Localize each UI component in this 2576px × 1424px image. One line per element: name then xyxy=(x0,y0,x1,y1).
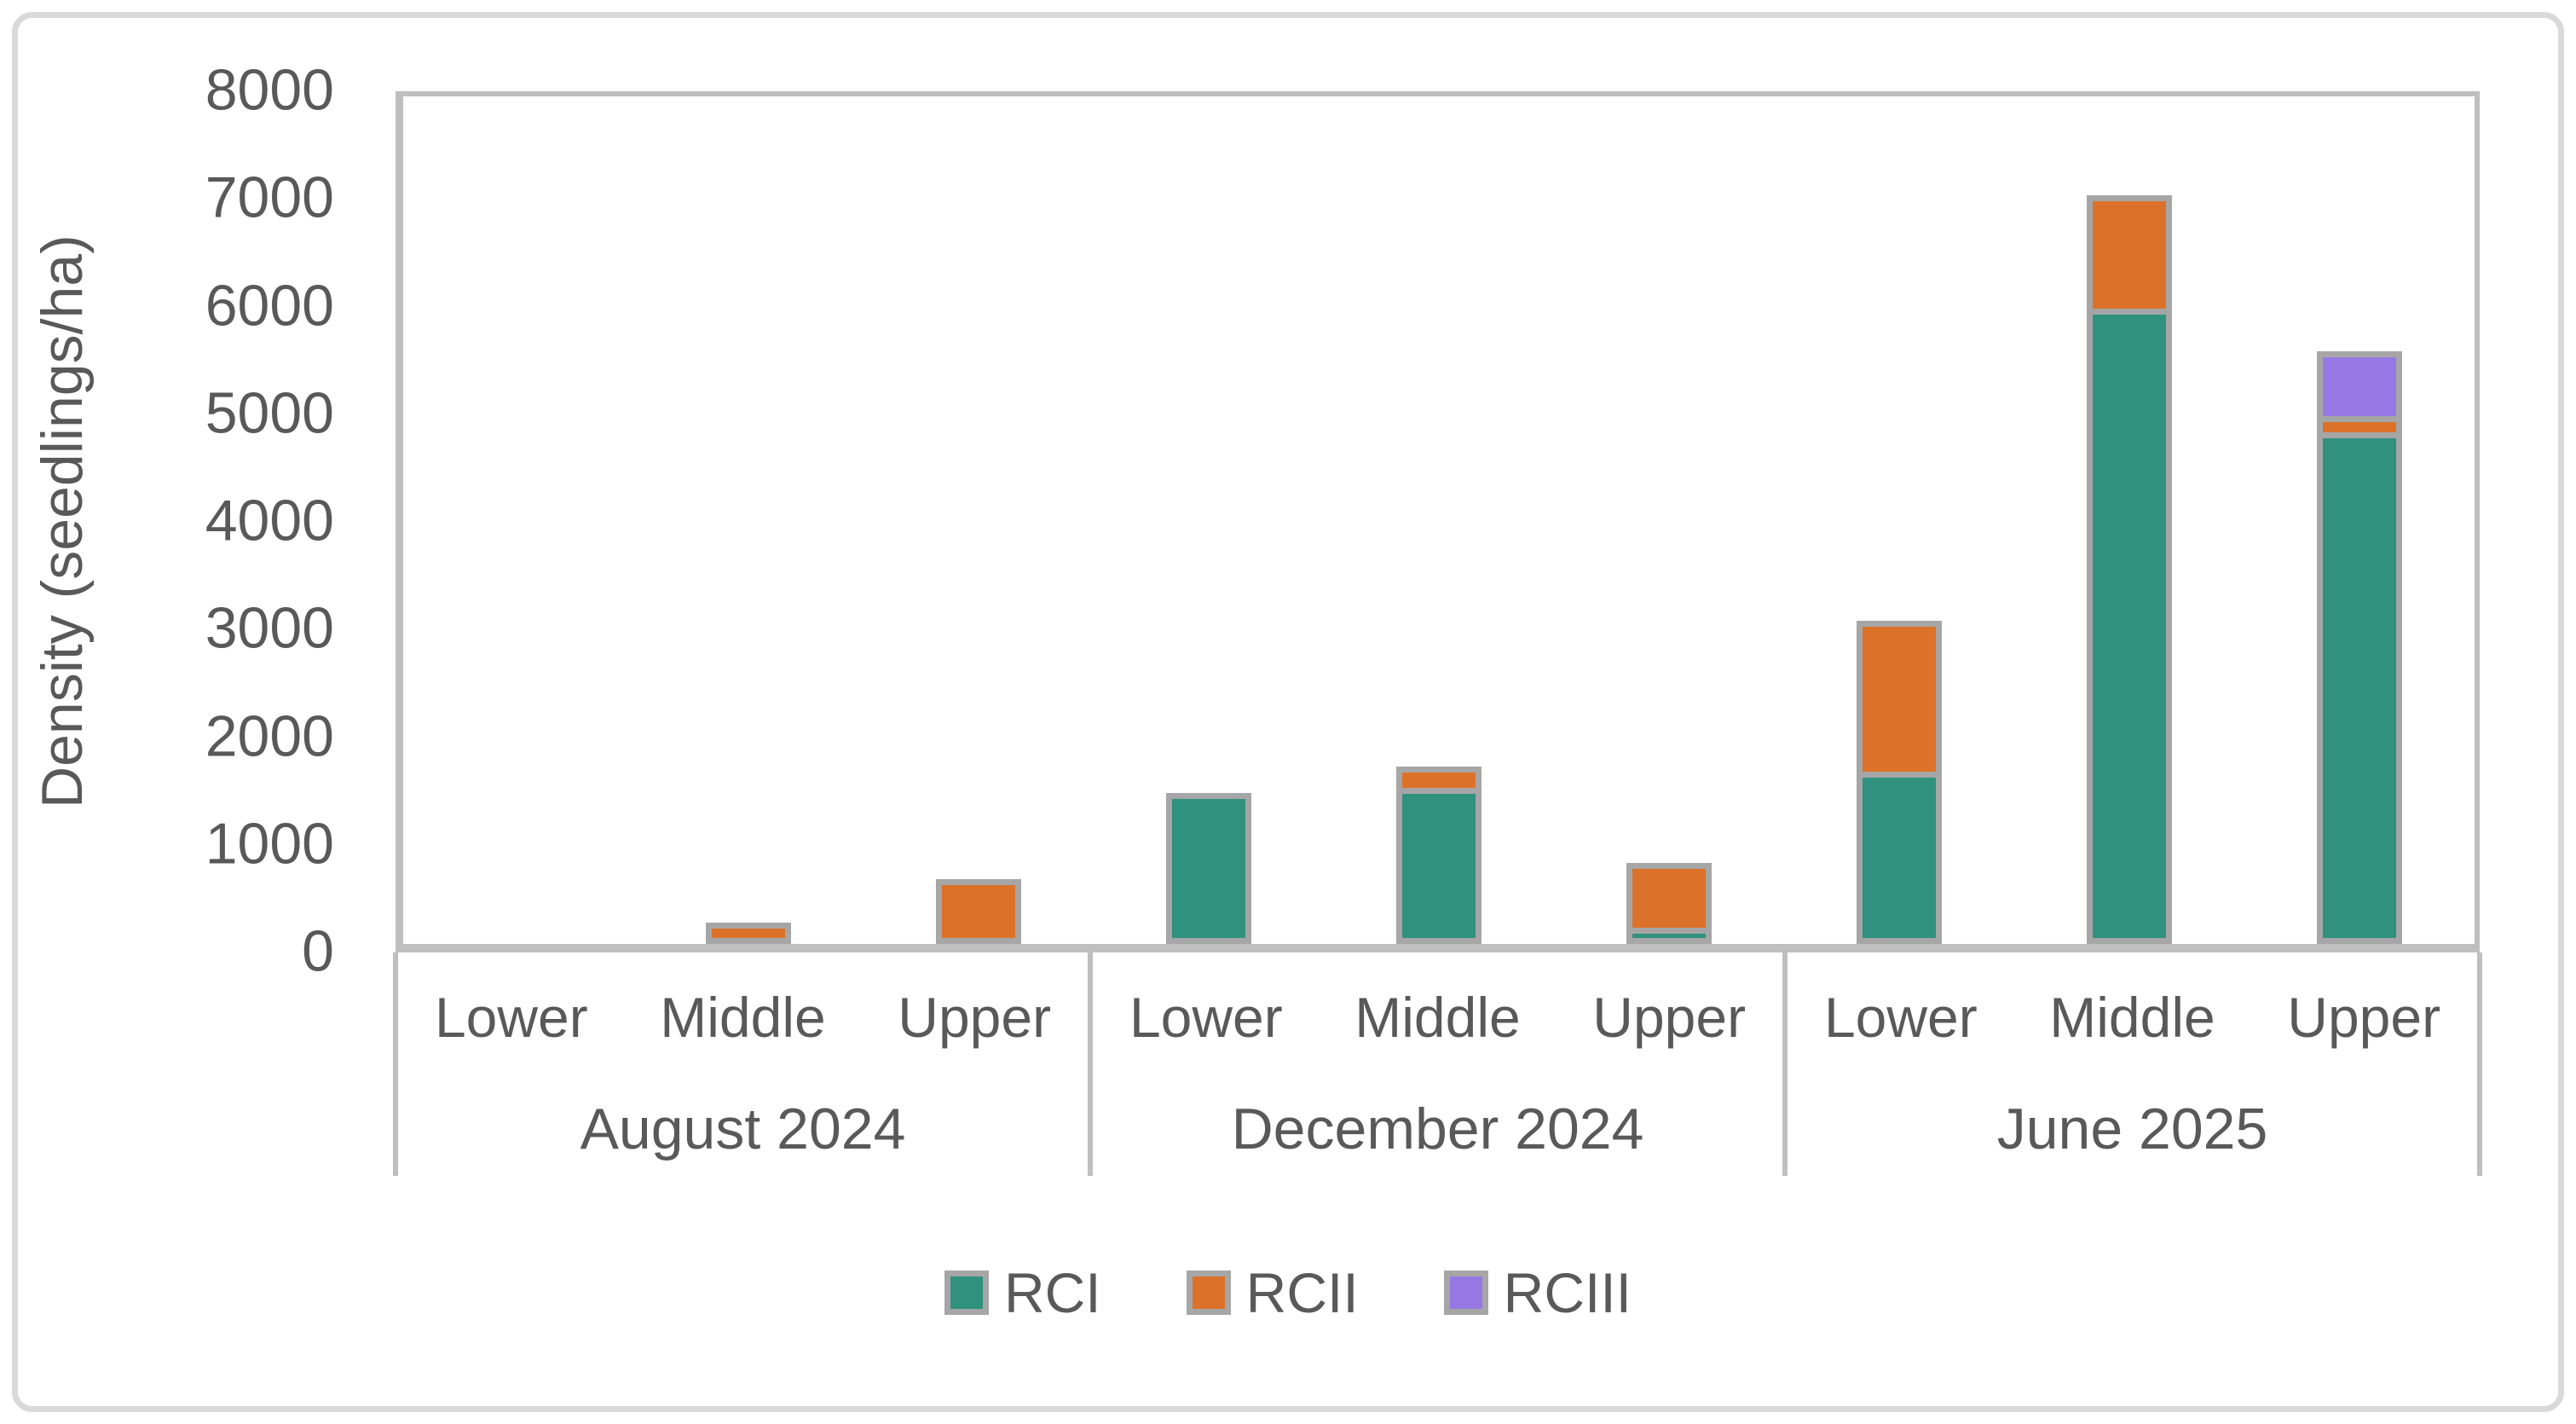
bar-slot-august-2024-middle xyxy=(633,96,863,944)
bar-segment-rci-december-2024-middle xyxy=(1396,788,1481,944)
bar-segment-rcii-june-2025-lower xyxy=(1857,621,1942,778)
bar-segment-rcii-june-2025-middle xyxy=(2087,195,2172,315)
category-label-december-2024-upper: Upper xyxy=(1592,986,1747,1049)
x-axis-divider-3 xyxy=(2477,952,2482,1176)
plot-area xyxy=(396,91,2480,952)
bar-segment-rcii-august-2024-upper xyxy=(936,879,1021,944)
legend-item-rcii: RCII xyxy=(1186,1260,1359,1325)
legend-item-rciii: RCIII xyxy=(1443,1260,1632,1325)
chart-legend: RCI RCII RCIII xyxy=(0,1260,2576,1325)
bar-slot-december-2024-middle xyxy=(1324,96,1554,944)
group-label-august-2024: August 2024 xyxy=(580,1097,906,1161)
group-label-june-2025: June 2025 xyxy=(1996,1097,2268,1161)
y-tick-label-7000: 7000 xyxy=(205,165,334,230)
category-label-august-2024-middle: Middle xyxy=(660,986,826,1049)
y-tick-label-2000: 2000 xyxy=(205,703,334,768)
group-label-december-2024: December 2024 xyxy=(1231,1097,1644,1161)
bar-slot-june-2025-lower xyxy=(1784,96,2014,944)
stacked-bar-june-2025-lower xyxy=(1857,621,1942,944)
y-tick-label-3000: 3000 xyxy=(205,595,334,661)
category-label-row: Lower Middle Upper Lower Middle Upper Lower Mid… xyxy=(396,952,2480,1082)
stacked-bar-august-2024-upper xyxy=(936,879,1021,944)
legend-label-rci: RCI xyxy=(1003,1261,1101,1324)
bar-slot-december-2024-lower xyxy=(1094,96,1324,944)
x-axis-label-area: Lower Middle Upper Lower Middle Upper Lower Mid… xyxy=(393,952,2482,1191)
category-label-august-2024-lower: Lower xyxy=(434,986,588,1049)
x-axis-divider-0 xyxy=(393,952,398,1176)
stacked-bar-december-2024-upper xyxy=(1626,863,1712,944)
bar-slot-august-2024-upper xyxy=(863,96,1094,944)
legend-swatch-rciii xyxy=(1443,1271,1488,1315)
category-label-august-2024-upper: Upper xyxy=(898,986,1052,1049)
legend-label-rciii: RCIII xyxy=(1503,1261,1632,1324)
bar-slot-june-2025-middle xyxy=(2014,96,2244,944)
bar-segment-rci-december-2024-lower xyxy=(1166,793,1251,944)
bar-segment-rcii-august-2024-middle xyxy=(706,923,791,944)
bar-slot-june-2025-upper xyxy=(2244,96,2475,944)
category-label-group-august-2024: Lower Middle Upper xyxy=(396,952,1090,1082)
bar-segment-rci-june-2025-upper xyxy=(2317,432,2402,944)
group-label-row: August 2024 December 2024 June 2025 xyxy=(396,1082,2480,1176)
bar-segment-rcii-december-2024-upper xyxy=(1626,863,1712,934)
bar-slot-august-2024-lower xyxy=(403,96,633,944)
y-tick-label-8000: 8000 xyxy=(205,57,334,123)
bar-group-june-2025 xyxy=(1784,96,2475,944)
legend-swatch-rcii xyxy=(1186,1271,1231,1315)
y-tick-label-5000: 5000 xyxy=(205,380,334,446)
stacked-bar-august-2024-middle xyxy=(706,923,791,944)
stacked-bar-june-2025-middle xyxy=(2087,195,2172,944)
category-label-june-2025-middle: Middle xyxy=(2049,986,2215,1049)
category-label-group-december-2024: Lower Middle Upper xyxy=(1090,952,1785,1082)
stacked-bar-june-2025-upper xyxy=(2317,351,2402,944)
legend-label-rcii: RCII xyxy=(1245,1261,1359,1324)
y-tick-label-4000: 4000 xyxy=(205,488,334,553)
category-label-group-june-2025: Lower Middle Upper xyxy=(1785,952,2480,1082)
stacked-bar-december-2024-lower xyxy=(1166,793,1251,944)
legend-item-rci: RCI xyxy=(944,1260,1101,1325)
bar-segment-rci-december-2024-upper xyxy=(1626,928,1712,944)
bar-group-august-2024 xyxy=(403,96,1094,944)
bar-segment-rci-june-2025-lower xyxy=(1857,772,1942,944)
stacked-bar-december-2024-middle xyxy=(1396,767,1481,944)
category-label-december-2024-lower: Lower xyxy=(1129,986,1283,1049)
category-label-june-2025-upper: Upper xyxy=(2287,986,2441,1049)
bar-segment-rciii-june-2025-upper xyxy=(2317,351,2402,422)
category-label-december-2024-middle: Middle xyxy=(1354,986,1521,1049)
bar-slot-december-2024-upper xyxy=(1554,96,1784,944)
y-tick-label-6000: 6000 xyxy=(205,272,334,338)
y-tick-label-1000: 1000 xyxy=(205,811,334,877)
bar-segment-rci-june-2025-middle xyxy=(2087,309,2172,944)
y-tick-label-0: 0 xyxy=(302,918,334,984)
category-label-june-2025-lower: Lower xyxy=(1823,986,1978,1049)
x-axis-divider-1 xyxy=(1088,952,1093,1176)
x-axis-divider-2 xyxy=(1782,952,1788,1176)
legend-swatch-rci xyxy=(944,1271,989,1315)
bar-group-december-2024 xyxy=(1094,96,1784,944)
